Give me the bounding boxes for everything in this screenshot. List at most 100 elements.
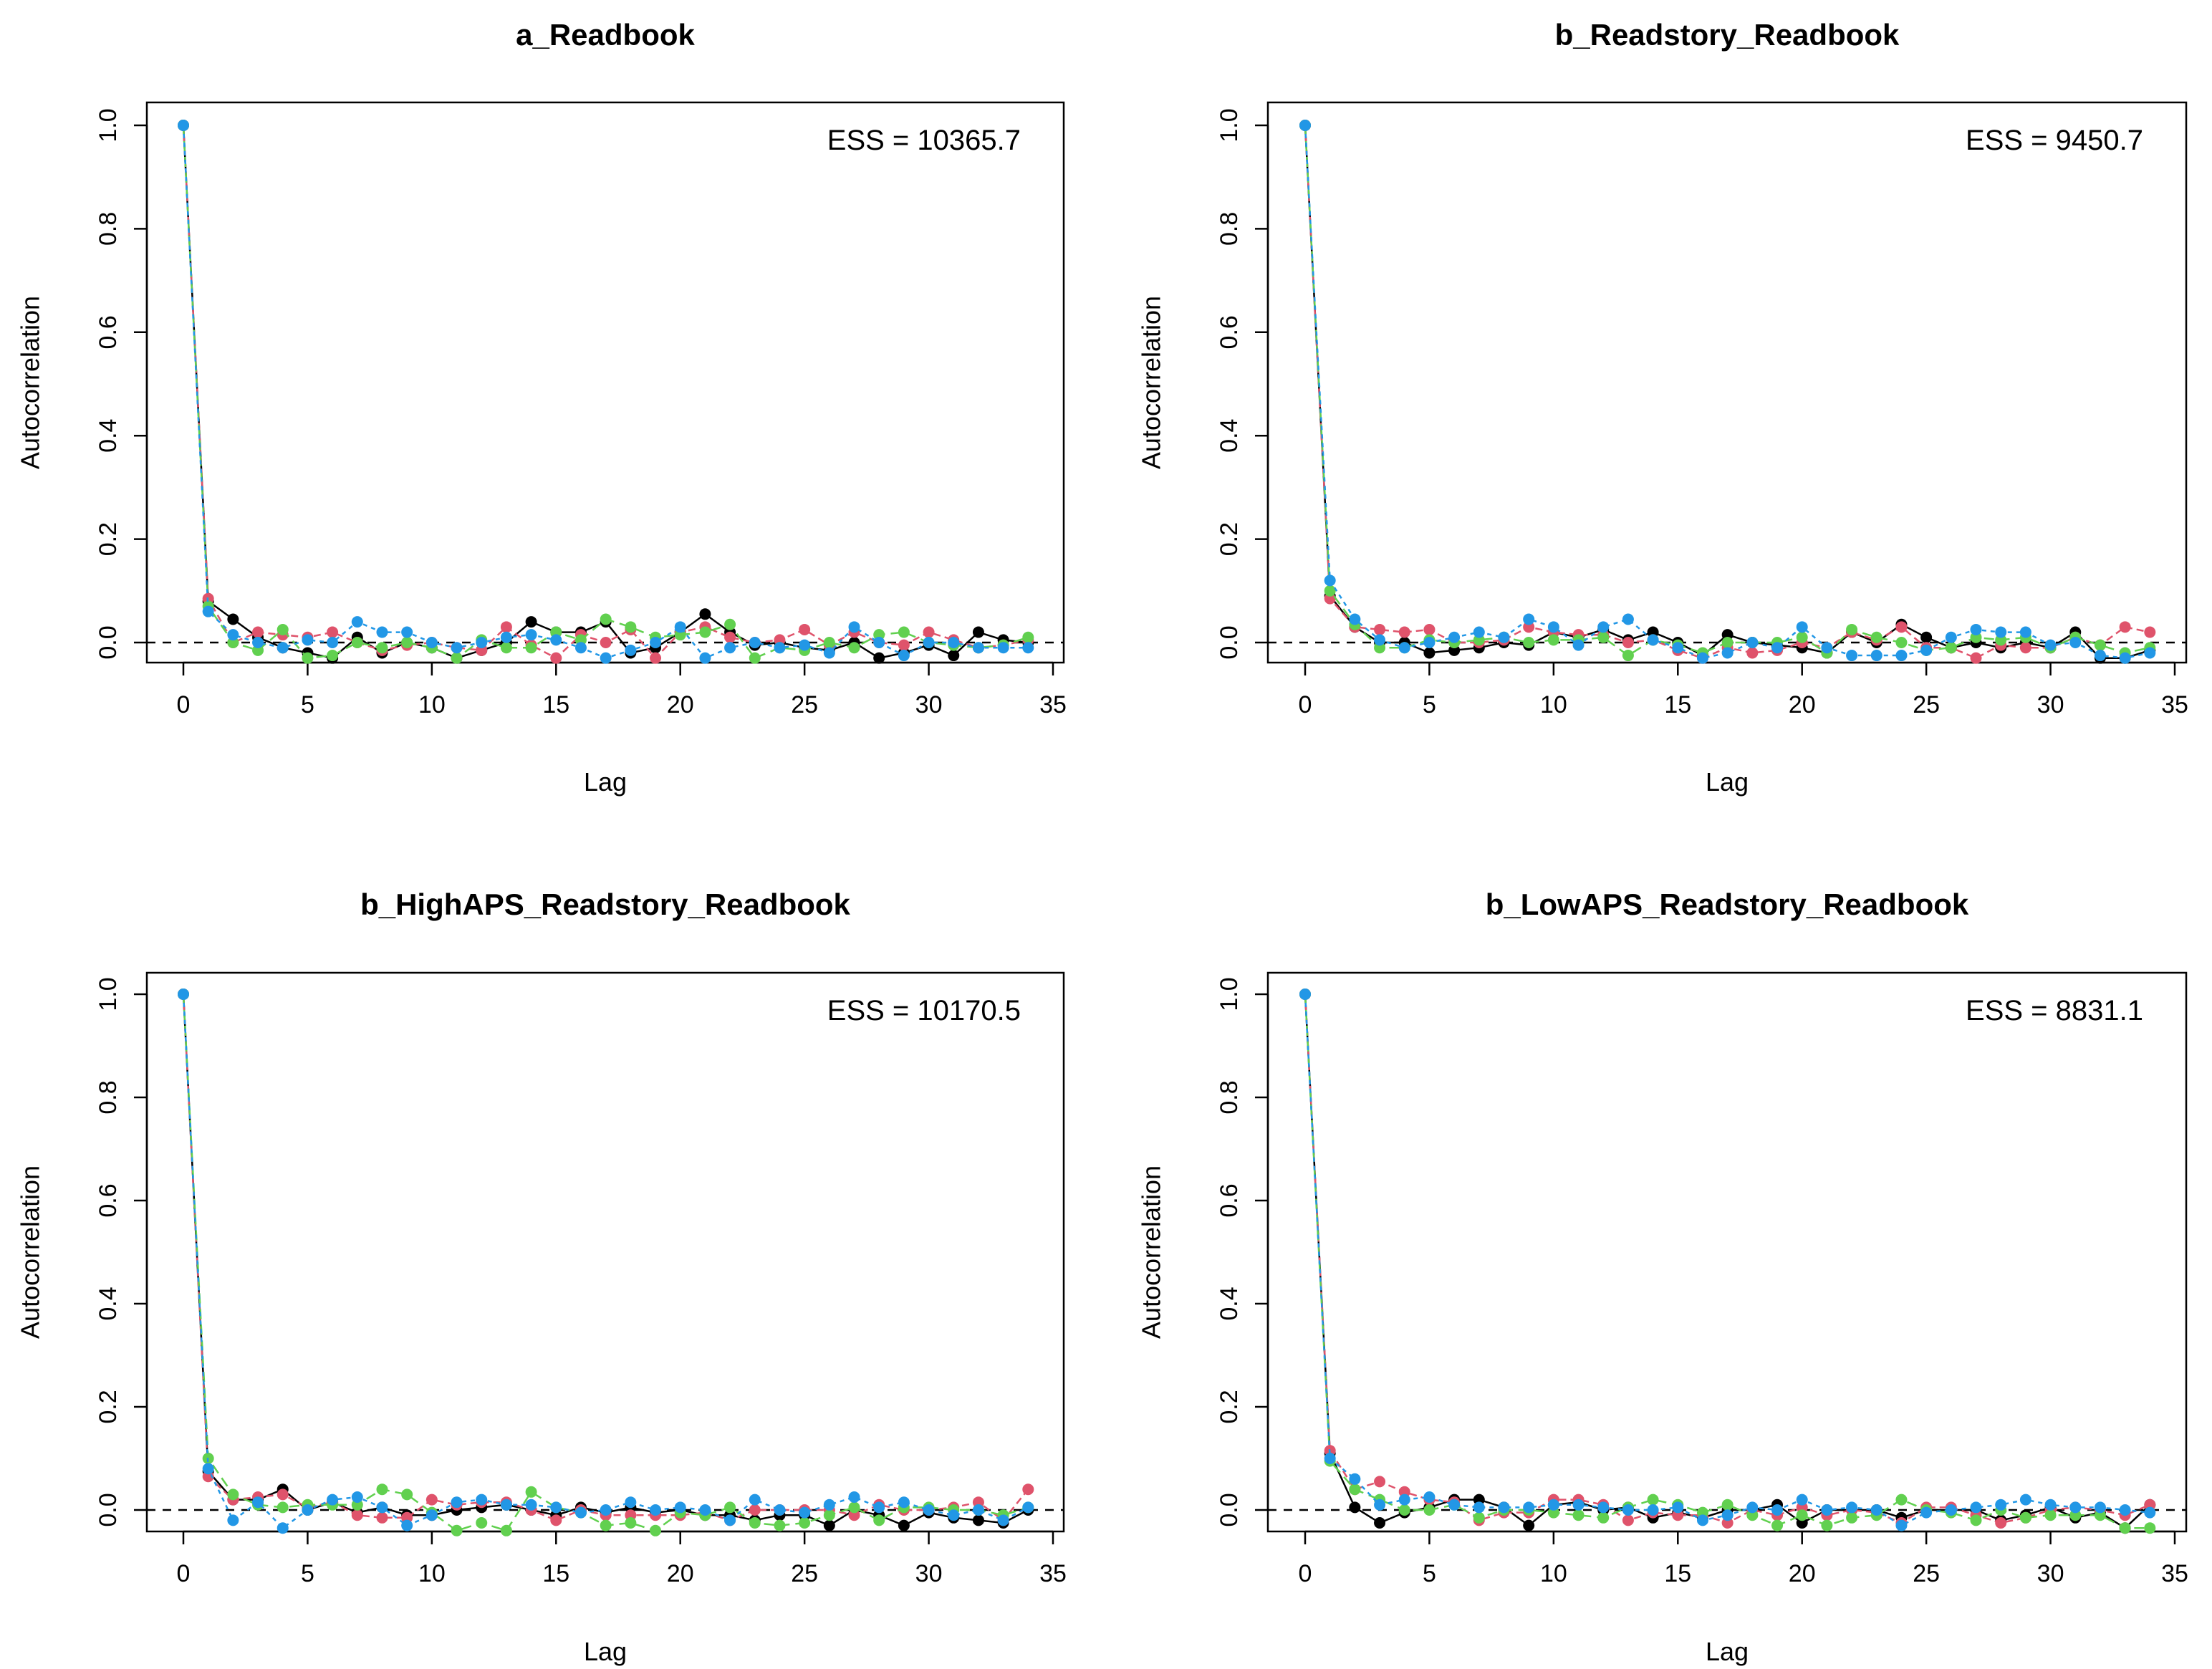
data-point: [972, 1514, 984, 1526]
acf-panel-4: b_LowAPS_Readstory_Readbook 0 5 10 15 20 25 30 3…: [1137, 888, 2188, 1666]
data-point: [302, 1504, 314, 1516]
data-point: [724, 642, 736, 654]
data-point: [948, 650, 960, 662]
data-point: [1022, 1501, 1034, 1514]
data-point: [1324, 1453, 1336, 1464]
data-point: [376, 1483, 388, 1496]
x-tick-label: 5: [1423, 691, 1436, 718]
data-point: [1622, 613, 1634, 625]
data-point: [476, 637, 488, 648]
data-point: [898, 650, 910, 662]
data-point: [749, 652, 761, 664]
data-point: [2019, 626, 2031, 638]
data-point: [376, 626, 388, 638]
y-tick-label: 0.0: [95, 625, 122, 659]
data-point: [1821, 1504, 1833, 1516]
x-tick-label: 10: [1540, 691, 1567, 718]
data-point: [1895, 1494, 1908, 1506]
data-point: [1746, 1501, 1759, 1514]
data-point: [1945, 642, 1957, 654]
data-point: [1970, 623, 1982, 635]
data-point: [1473, 1501, 1485, 1514]
data-point: [1846, 623, 1858, 635]
data-point: [525, 629, 537, 641]
y-tick-label: 0.2: [95, 1390, 122, 1423]
data-point: [1547, 621, 1559, 633]
y-tick-label: 0.8: [95, 1080, 122, 1114]
data-point: [1846, 1511, 1858, 1524]
data-point: [600, 1504, 612, 1516]
data-point: [1771, 1519, 1784, 1531]
data-point: [525, 642, 537, 654]
data-point: [823, 1509, 835, 1521]
x-tick-label: 5: [301, 691, 314, 718]
y-axis-label: Autocorrelation: [1137, 296, 1166, 469]
data-point: [550, 1514, 562, 1526]
data-point: [425, 1509, 438, 1521]
data-point: [600, 613, 612, 625]
data-point: [351, 616, 363, 628]
data-point: [1523, 613, 1535, 625]
data-point: [401, 637, 413, 648]
data-point: [1970, 652, 1982, 664]
x-tick-label: 5: [301, 1560, 314, 1587]
data-point: [1423, 647, 1436, 659]
data-point: [1895, 637, 1908, 648]
x-axis-label: Lag: [1706, 767, 1749, 797]
data-point: [972, 626, 984, 638]
data-point: [1547, 1499, 1559, 1511]
data-point: [1870, 631, 1882, 643]
data-point: [1597, 621, 1610, 633]
data-point: [1374, 634, 1386, 646]
data-point: [625, 1517, 637, 1529]
data-point: [476, 1517, 488, 1529]
y-tick-label: 0.6: [1216, 315, 1243, 349]
data-point: [276, 1501, 289, 1514]
x-tick-label: 20: [1789, 1560, 1816, 1587]
data-point: [724, 618, 736, 630]
data-point: [1398, 626, 1410, 638]
y-axis-label: Autocorrelation: [16, 296, 45, 469]
data-point: [1746, 647, 1759, 659]
x-tick-label: 35: [2161, 691, 2188, 718]
data-point: [600, 1519, 612, 1531]
data-point: [898, 626, 910, 638]
data-point: [327, 626, 339, 638]
chart-title: a_Readbook: [516, 18, 695, 52]
data-point: [1349, 1501, 1361, 1514]
data-point: [799, 1517, 811, 1529]
data-point: [724, 631, 736, 643]
data-point: [799, 1506, 811, 1519]
data-point: [650, 1524, 662, 1536]
data-point: [202, 1463, 214, 1475]
series-chain-4: [1299, 989, 2156, 1531]
data-point: [1771, 1504, 1784, 1516]
data-point: [1622, 650, 1634, 662]
data-point: [1870, 1504, 1882, 1516]
data-point: [1398, 1504, 1410, 1516]
data-point: [1821, 642, 1833, 654]
x-tick-label: 35: [1039, 1560, 1067, 1587]
data-point: [948, 1509, 960, 1521]
y-tick-label: 0.8: [1216, 1080, 1243, 1114]
data-point: [873, 1501, 885, 1514]
data-point: [550, 634, 562, 646]
data-point: [923, 1504, 935, 1516]
y-tick-label: 0.0: [1216, 625, 1243, 659]
data-point: [650, 1504, 662, 1516]
data-point: [2119, 652, 2131, 664]
data-point: [1299, 989, 1311, 1000]
data-point: [401, 1488, 413, 1501]
y-tick-label: 0.6: [95, 315, 122, 349]
data-point: [1821, 1519, 1833, 1531]
data-point: [351, 1509, 363, 1521]
data-point: [774, 1519, 786, 1531]
data-point: [2044, 1499, 2057, 1511]
data-point: [1597, 1501, 1610, 1514]
y-tick-label: 0.0: [1216, 1493, 1243, 1526]
data-point: [1572, 639, 1585, 651]
data-point: [376, 1501, 388, 1514]
ess-annotation: ESS = 10365.7: [827, 125, 1021, 156]
data-point: [1895, 621, 1908, 633]
data-point: [1796, 631, 1808, 643]
